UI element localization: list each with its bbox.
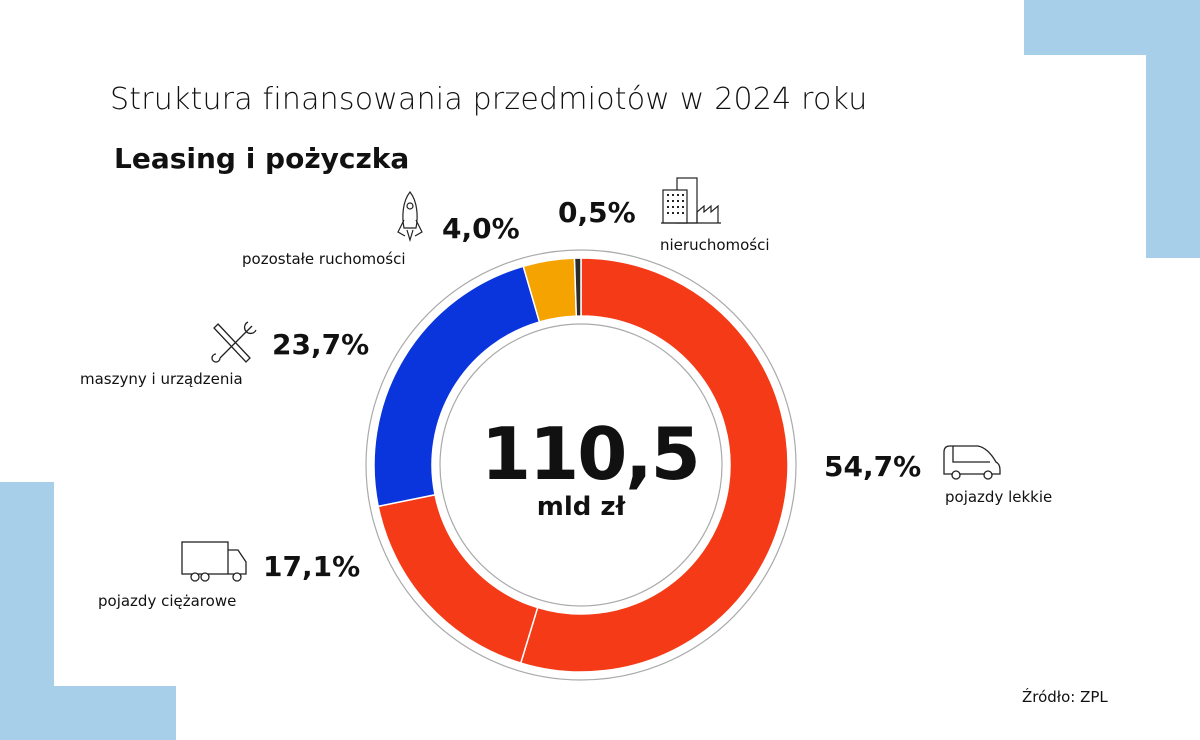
total-value: 110,5 (481, 412, 701, 496)
van-icon (943, 445, 1001, 480)
truck-icon (181, 541, 247, 582)
slice-nieruchomości (573, 257, 582, 317)
chart-subtitle: Leasing i pożyczka (114, 142, 410, 175)
pct-maszyny: 23,7% (272, 328, 370, 361)
pct-nieruchomosci: 0,5% (558, 196, 636, 229)
label-nieruchomosci: nieruchomości (660, 236, 770, 254)
pct-pozostale: 4,0% (442, 212, 520, 245)
total-unit: mld zł (536, 492, 626, 522)
label-ciezarowe: pojazdy ciężarowe (98, 592, 237, 610)
outer-ring (365, 249, 797, 681)
source-note: Źródło: ZPL (1022, 688, 1108, 706)
label-maszyny: maszyny i urządzenia (80, 370, 243, 388)
rocket-icon (397, 191, 423, 243)
decor-bottom-left-b (0, 686, 176, 740)
pct-ciezarowe: 17,1% (263, 550, 361, 583)
label-lekkie: pojazdy lekkie (945, 488, 1053, 506)
pct-lekkie: 54,7% (824, 450, 922, 483)
wrench-screwdriver-icon (211, 321, 257, 363)
building-factory-icon (661, 177, 721, 224)
chart-title: Struktura finansowania przedmiotów w 202… (110, 82, 868, 117)
label-pozostale: pozostałe ruchomości (242, 250, 406, 268)
decor-top-right-b (1146, 0, 1200, 258)
slice-pojazdy-lekkie (519, 257, 789, 673)
inner-ring (439, 323, 723, 607)
